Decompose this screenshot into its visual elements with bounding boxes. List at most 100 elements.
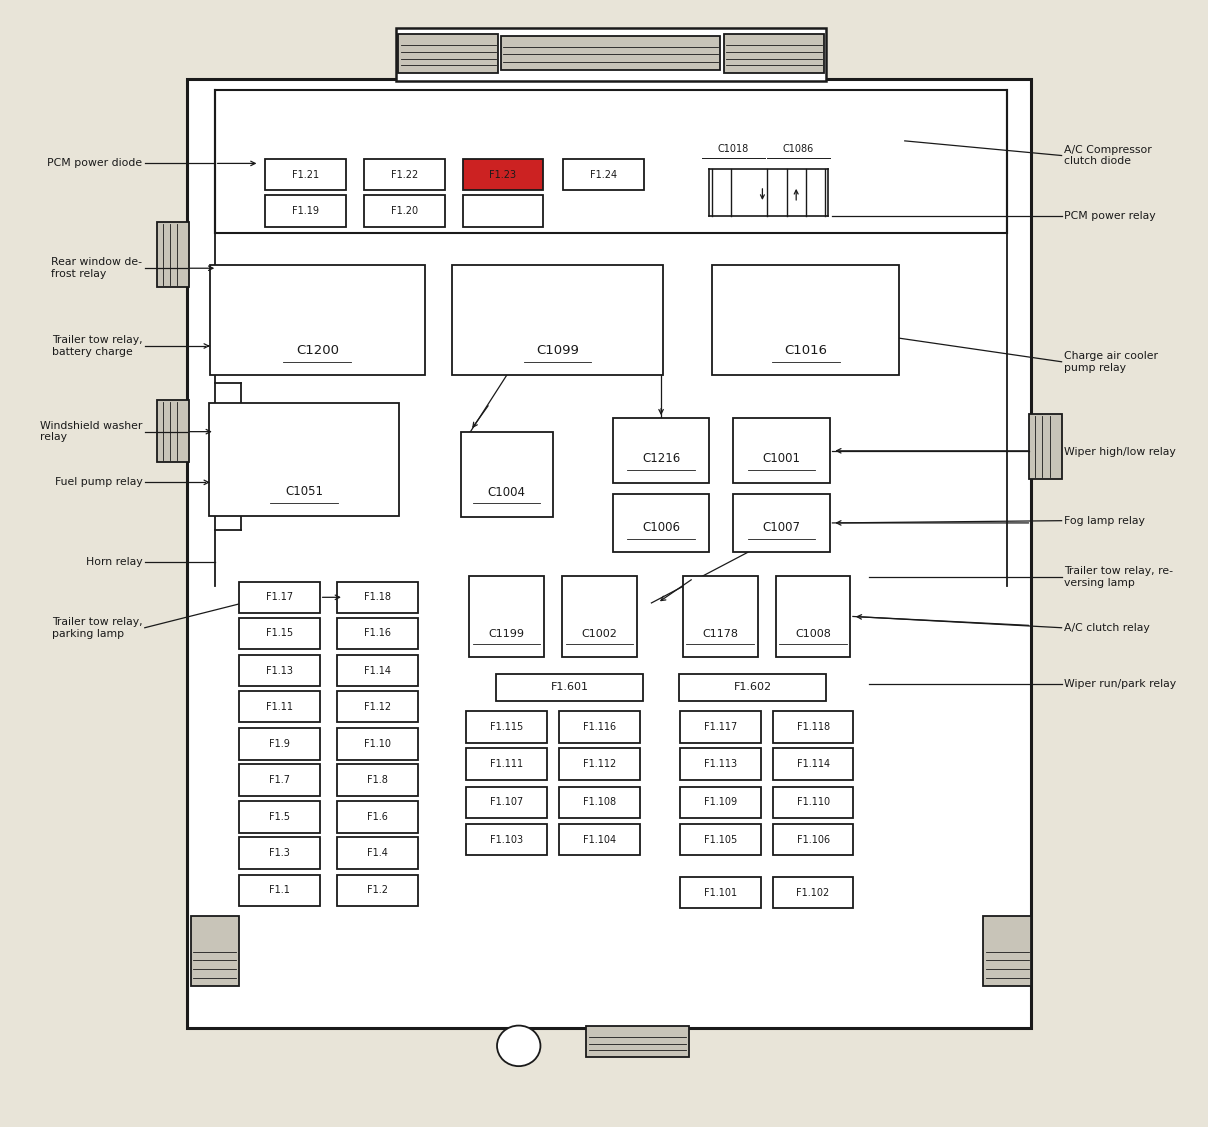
Text: F1.111: F1.111 [490,760,523,769]
Text: F1.11: F1.11 [267,702,294,711]
Text: C1004: C1004 [488,486,525,498]
Bar [466,787,547,818]
Bar [469,576,544,657]
Text: F1.10: F1.10 [364,739,391,748]
Text: F1.114: F1.114 [796,760,830,769]
Text: F1.4: F1.4 [367,849,388,858]
Bar [773,748,854,780]
Bar [215,90,1007,233]
Bar [612,494,709,552]
Text: F1.118: F1.118 [796,722,830,731]
Bar [239,837,320,869]
Text: F1.1: F1.1 [269,886,290,895]
Text: C1086: C1086 [783,144,814,154]
Text: PCM power diode: PCM power diode [47,159,143,168]
Text: Wiper high/low relay: Wiper high/low relay [1064,447,1175,456]
Text: C1199: C1199 [489,629,524,639]
Bar [265,195,345,227]
Bar [239,582,320,613]
Bar [1029,414,1062,479]
Bar [452,265,663,375]
Bar [733,494,830,552]
Text: F1.112: F1.112 [583,760,616,769]
Text: F1.3: F1.3 [269,849,290,858]
Text: F1.103: F1.103 [490,835,523,844]
Text: Charge air cooler
pump relay: Charge air cooler pump relay [1064,350,1158,373]
Bar [724,34,824,73]
Text: F1.6: F1.6 [367,813,388,822]
Text: F1.602: F1.602 [733,683,772,692]
Text: C1006: C1006 [643,521,680,534]
Text: F1.7: F1.7 [269,775,290,784]
Bar [680,748,761,780]
Bar [463,159,544,190]
Text: F1.113: F1.113 [703,760,737,769]
Text: Horn relay: Horn relay [86,558,143,567]
Text: F1.18: F1.18 [364,593,391,602]
Bar [983,916,1032,986]
Bar [239,618,320,649]
Bar [773,877,854,908]
Bar [364,195,445,227]
Text: F1.105: F1.105 [703,835,737,844]
Bar [563,159,644,190]
Text: Fuel pump relay: Fuel pump relay [54,478,143,487]
Bar [157,400,190,462]
Bar [680,877,761,908]
Bar [773,787,854,818]
Text: F1.104: F1.104 [583,835,616,844]
Bar [559,824,640,855]
Text: C1007: C1007 [762,521,801,534]
Text: C1099: C1099 [536,344,579,357]
Bar [239,875,320,906]
Bar [337,618,418,649]
Bar [680,711,761,743]
Bar [562,576,637,657]
Bar [680,787,761,818]
Bar [773,711,854,743]
Bar [559,787,640,818]
Bar [776,576,850,657]
Bar [239,728,320,760]
Bar [191,916,239,986]
Text: F1.108: F1.108 [583,798,616,807]
Text: F1.117: F1.117 [703,722,737,731]
Bar [559,711,640,743]
Text: C1002: C1002 [581,629,617,639]
Bar [733,418,830,483]
Bar [463,195,544,227]
Bar [559,748,640,780]
Text: Trailer tow relay,
battery charge: Trailer tow relay, battery charge [52,335,143,357]
Bar [337,655,418,686]
Text: Wiper run/park relay: Wiper run/park relay [1064,680,1177,689]
Text: F1.23: F1.23 [489,170,517,179]
Bar [239,801,320,833]
Text: F1.115: F1.115 [490,722,523,731]
Text: F1.601: F1.601 [551,683,588,692]
Text: F1.5: F1.5 [269,813,290,822]
Text: F1.116: F1.116 [583,722,616,731]
Bar [773,824,854,855]
Text: C1051: C1051 [285,485,323,498]
Text: F1.24: F1.24 [590,170,617,179]
Text: F1.9: F1.9 [269,739,290,748]
Bar [680,824,761,855]
Bar [466,748,547,780]
Bar [612,418,709,483]
Text: F1.15: F1.15 [266,629,294,638]
Bar [460,433,552,516]
Bar [500,36,720,70]
Text: F1.101: F1.101 [703,888,737,897]
Bar [364,159,445,190]
Text: C1178: C1178 [702,629,738,639]
Bar [466,711,547,743]
Text: C1016: C1016 [784,344,827,357]
Text: Fog lamp relay: Fog lamp relay [1064,516,1145,525]
Bar [399,34,498,73]
Bar [337,728,418,760]
Bar [157,222,190,287]
Text: F1.107: F1.107 [490,798,523,807]
Text: F1.21: F1.21 [291,170,319,179]
Bar [239,764,320,796]
Bar [713,265,899,375]
